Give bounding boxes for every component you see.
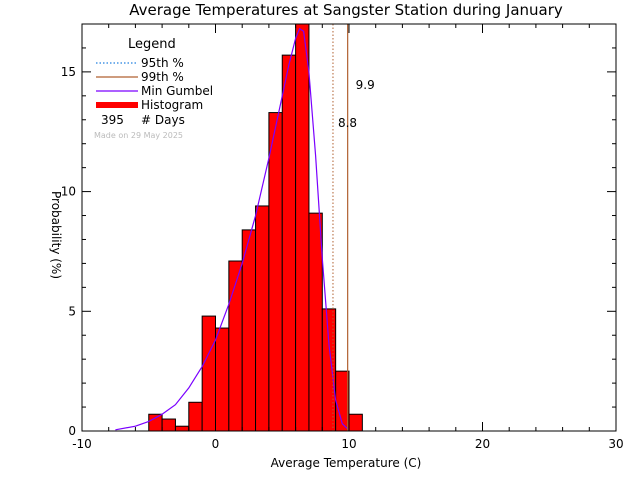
x-tick-label: 20 [475, 437, 490, 451]
gumbel-curve [115, 27, 350, 431]
p99-value-label: 9.9 [356, 78, 375, 92]
y-tick-label: 0 [68, 424, 76, 438]
histogram-bar [295, 23, 310, 432]
legend-days-value: 395 [101, 113, 124, 127]
histogram-bar [161, 418, 176, 432]
x-tick-label: -10 [72, 437, 92, 451]
p95-value-label: 8.8 [338, 116, 357, 130]
x-tick-label: 0 [212, 437, 220, 451]
histogram-bar [321, 308, 337, 432]
histogram-bar [281, 54, 297, 432]
histogram-bar [215, 327, 230, 432]
histogram-bar [255, 205, 270, 432]
histogram-bar [241, 229, 257, 432]
x-axis-label: Average Temperature (C) [271, 456, 422, 470]
histogram-bar [188, 401, 203, 432]
y-axis-label: Probability (%) [49, 191, 63, 279]
histogram-layer [148, 23, 363, 432]
legend-p99-label: 99th % [141, 70, 184, 84]
histogram-bar [308, 212, 323, 432]
histogram-bar [174, 425, 190, 432]
histogram-bar [348, 413, 363, 432]
y-tick-label: 5 [68, 304, 76, 318]
chart-title: Average Temperatures at Sangster Station… [129, 1, 563, 19]
histogram-bar [228, 260, 243, 432]
legend-days-label: # Days [141, 113, 185, 127]
x-tick-label: 10 [341, 437, 356, 451]
made-on-label: Made on 29 May 2025 [94, 131, 183, 140]
histogram-bar [268, 112, 283, 432]
legend-p95-label: 95th % [141, 56, 184, 70]
legend: Legend 95th % 99th % Min Gumbel Histogra… [94, 37, 213, 140]
histogram-bar [148, 413, 163, 432]
y-tick-label: 10 [61, 185, 76, 199]
legend-gumbel-label: Min Gumbel [141, 84, 213, 98]
histogram-bar [201, 315, 216, 432]
x-tick-label: 30 [608, 437, 623, 451]
legend-title: Legend [128, 37, 176, 52]
y-tick-label: 15 [61, 65, 76, 79]
legend-histogram-label: Histogram [141, 98, 203, 112]
